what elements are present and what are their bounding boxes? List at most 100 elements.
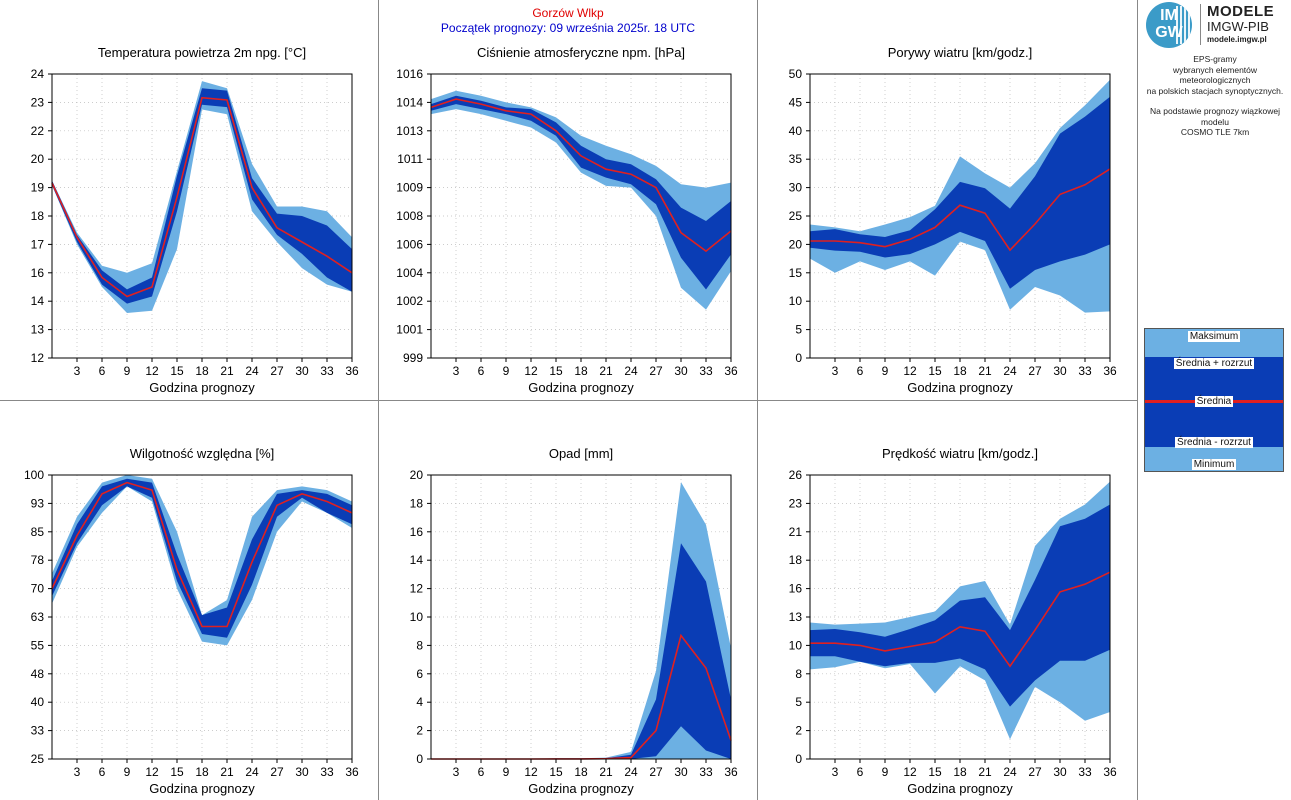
- x-tick-label: 15: [549, 765, 563, 779]
- x-tick-label: 24: [1003, 364, 1017, 378]
- x-tick-label: 27: [1028, 765, 1042, 779]
- y-tick-label: 40: [31, 695, 45, 709]
- x-tick-label: 36: [724, 364, 738, 378]
- y-tick-label: 93: [31, 496, 45, 510]
- y-tick-label: 22: [31, 124, 45, 138]
- x-tick-label: 21: [220, 364, 234, 378]
- y-tick-label: 13: [31, 323, 45, 337]
- mean-line: [430, 98, 732, 253]
- y-tick-label: 85: [31, 525, 45, 539]
- y-tick-label: 5: [795, 695, 802, 709]
- x-axis-label: Godzina prognozy: [528, 380, 634, 395]
- y-tick-label: 12: [31, 351, 45, 365]
- y-tick-label: 18: [31, 209, 45, 223]
- y-tick-label: 4: [416, 695, 423, 709]
- y-tick-label: 25: [789, 209, 803, 223]
- x-tick-label: 9: [124, 364, 131, 378]
- chart-title: Porywy wiatru [km/godz.]: [888, 45, 1033, 60]
- y-tick-label: 1004: [396, 266, 423, 280]
- y-tick-label: 1011: [397, 152, 423, 166]
- x-tick-label: 24: [624, 364, 638, 378]
- x-tick-label: 33: [1078, 765, 1092, 779]
- band-spread: [810, 96, 1110, 289]
- x-tick-label: 21: [599, 765, 613, 779]
- y-tick-label: 18: [789, 553, 803, 567]
- x-tick-label: 27: [270, 765, 284, 779]
- y-tick-label: 8: [416, 638, 423, 652]
- x-axis-label: Godzina prognozy: [149, 380, 255, 395]
- y-tick-label: 1016: [396, 67, 423, 81]
- y-tick-label: 16: [410, 525, 424, 539]
- chart-title: Ciśnienie atmosferyczne npm. [hPa]: [477, 45, 685, 60]
- y-tick-label: 12: [410, 582, 424, 596]
- y-tick-label: 13: [789, 610, 803, 624]
- y-tick-label: 70: [31, 582, 45, 596]
- y-tick-label: 1006: [396, 237, 423, 251]
- x-tick-label: 9: [124, 765, 131, 779]
- chart-precipitation: 3 6 9 12 15 18 21 24 27 30 33 36 0 2 4 6 8 10 12 14 16 18 20 Op…: [379, 401, 757, 800]
- chart-title: Wilgotność względna [%]: [130, 446, 275, 461]
- mean-line: [51, 96, 353, 298]
- x-tick-label: 27: [270, 364, 284, 378]
- legend: Maksimum Średnia + rozrzut Średnia Średn…: [1144, 328, 1284, 472]
- x-tick-label: 6: [857, 765, 864, 779]
- y-tick-label: 50: [789, 67, 803, 81]
- chart-title: Temperatura powietrza 2m npg. [°C]: [98, 45, 306, 60]
- y-tick-label: 1001: [396, 323, 423, 337]
- x-tick-label: 21: [599, 364, 613, 378]
- legend-mean-plus-label: Średnia + rozrzut: [1173, 358, 1255, 369]
- y-tick-label: 23: [31, 95, 45, 109]
- logo-org: IMGW-PIB: [1207, 19, 1269, 34]
- band-min-max: [431, 482, 731, 759]
- x-tick-label: 30: [674, 364, 688, 378]
- chart-temperature: 3 6 9 12 15 18 21 24 27 30 33 36 12 13 14 16 17 18 19 20 22 2…: [0, 0, 378, 399]
- x-tick-label: 36: [724, 765, 738, 779]
- y-tick-label: 14: [31, 294, 45, 308]
- x-tick-label: 24: [1003, 765, 1017, 779]
- y-tick-label: 0: [795, 752, 802, 766]
- x-tick-label: 36: [1103, 765, 1117, 779]
- x-tick-label: 12: [524, 364, 538, 378]
- x-tick-label: 9: [503, 364, 510, 378]
- x-tick-label: 3: [74, 765, 81, 779]
- x-tick-label: 24: [245, 765, 259, 779]
- x-tick-label: 9: [503, 765, 510, 779]
- y-tick-label: 20: [31, 152, 45, 166]
- x-tick-label: 24: [624, 765, 638, 779]
- info-text: EPS-gramy wybranych elementów meteorolog…: [1146, 54, 1284, 137]
- x-tick-label: 9: [882, 364, 889, 378]
- y-tick-label: 45: [789, 95, 803, 109]
- x-tick-label: 36: [345, 765, 359, 779]
- legend-mean-minus-label: Średnia - rozrzut: [1175, 437, 1253, 448]
- x-tick-label: 18: [195, 765, 209, 779]
- logo-text: MODELE IMGW-PIB modele.imgw.pl: [1200, 4, 1291, 45]
- y-tick-label: 40: [789, 124, 803, 138]
- x-axis-label: Godzina prognozy: [907, 781, 1013, 796]
- x-tick-label: 12: [145, 765, 159, 779]
- y-tick-label: 8: [795, 667, 802, 681]
- x-tick-label: 27: [1028, 364, 1042, 378]
- x-tick-label: 3: [74, 364, 81, 378]
- band-min-max: [52, 475, 352, 646]
- x-tick-label: 18: [195, 364, 209, 378]
- y-tick-label: 25: [31, 752, 45, 766]
- y-tick-label: 10: [789, 294, 803, 308]
- x-tick-label: 21: [978, 765, 992, 779]
- y-tick-label: 10: [410, 610, 424, 624]
- x-tick-label: 18: [574, 765, 588, 779]
- x-tick-label: 30: [295, 765, 309, 779]
- y-tick-label: 16: [789, 582, 803, 596]
- x-axis-label: Godzina prognozy: [907, 380, 1013, 395]
- y-tick-label: 1009: [396, 181, 423, 195]
- y-tick-label: 1013: [396, 124, 423, 138]
- y-tick-label: 1008: [396, 209, 423, 223]
- y-tick-label: 100: [24, 468, 44, 482]
- y-tick-label: 20: [789, 237, 803, 251]
- y-tick-label: 33: [31, 724, 45, 738]
- chart-title: Prędkość wiatru [km/godz.]: [882, 446, 1038, 461]
- y-tick-label: 6: [416, 667, 423, 681]
- chart-wind-gusts: 3 6 9 12 15 18 21 24 27 30 33 36 0 5 10 15 20 25 30 35 40 45 5…: [758, 0, 1136, 399]
- legend-mean-label: Średnia: [1194, 396, 1234, 407]
- x-tick-label: 30: [1053, 364, 1067, 378]
